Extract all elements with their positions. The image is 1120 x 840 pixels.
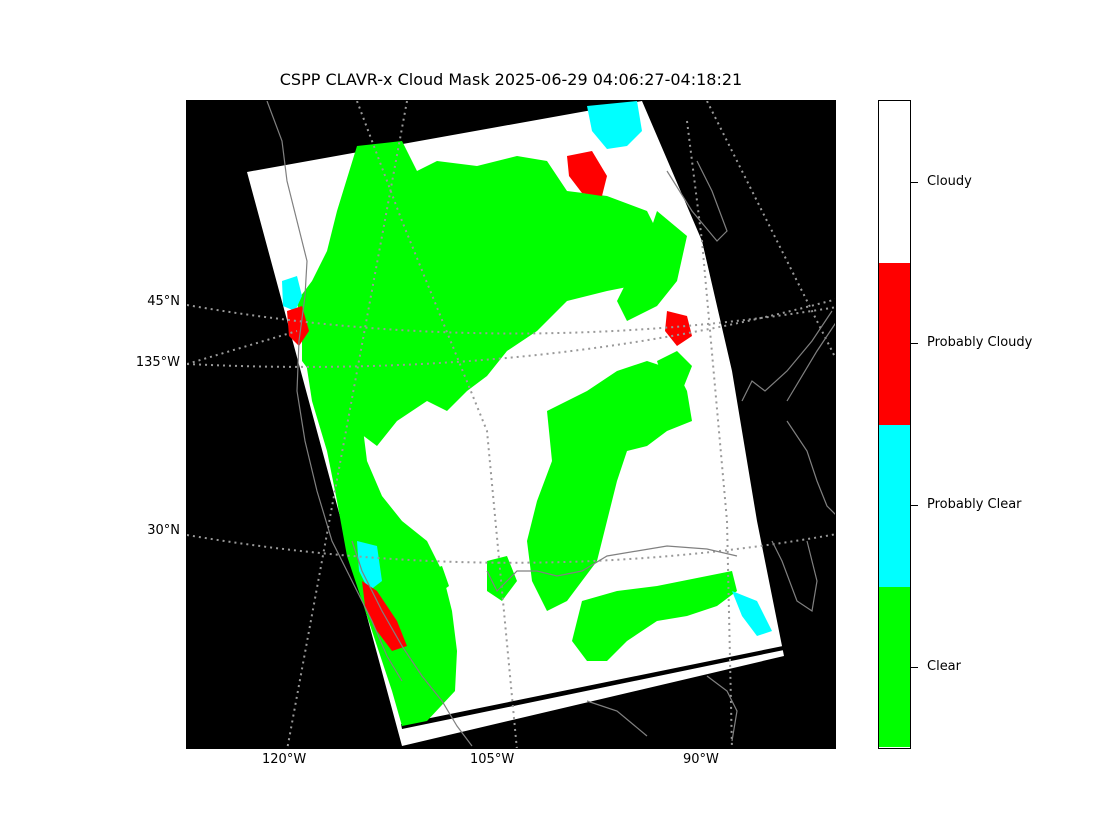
clear-regions [297, 141, 737, 726]
swath-gap [401, 646, 784, 729]
colorbar-probably-cloudy [879, 263, 910, 425]
colorbar-tick [911, 343, 918, 344]
lon-label-135w: 135°W [135, 355, 180, 370]
colorbar-tick [911, 182, 918, 183]
lat-label-30n: 30°N [147, 523, 180, 538]
colorbar-label-probably-cloudy: Probably Cloudy [927, 335, 1033, 350]
colorbar [878, 100, 911, 749]
colorbar-cloudy [879, 101, 910, 263]
colorbar-probably-clear [879, 425, 910, 587]
probably-clear-regions [282, 101, 772, 636]
colorbar-label-cloudy: Cloudy [927, 174, 972, 189]
lon-label-90w: 90°W [683, 752, 719, 767]
map-title: CSPP CLAVR-x Cloud Mask 2025-06-29 04:06… [279, 70, 743, 89]
graticule [187, 101, 835, 748]
colorbar-label-clear: Clear [927, 659, 961, 674]
lat-label-45n: 45°N [147, 294, 180, 309]
colorbar-label-probably-clear: Probably Clear [927, 497, 1022, 512]
map-canvas [187, 101, 835, 748]
coastlines [266, 101, 835, 747]
lon-label-120w: 120°W [262, 752, 307, 767]
colorbar-tick [911, 667, 918, 668]
colorbar-tick [911, 505, 918, 506]
lon-label-105w: 105°W [470, 752, 515, 767]
cloud-mask-map [186, 100, 836, 749]
colorbar-clear [879, 587, 910, 747]
